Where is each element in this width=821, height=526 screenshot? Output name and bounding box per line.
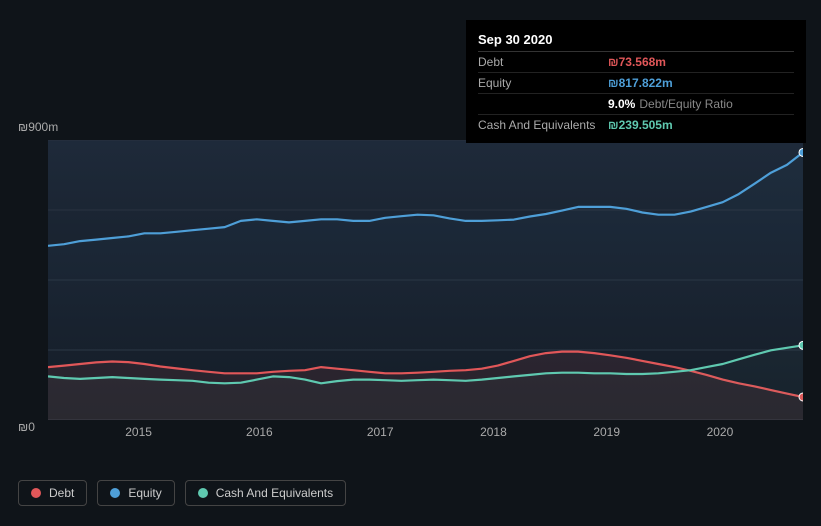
legend-label: Debt <box>49 486 74 500</box>
tooltip-value: 9.0%Debt/Equity Ratio <box>608 97 733 111</box>
y-axis-max-label: ₪900m <box>18 120 58 134</box>
tooltip-date: Sep 30 2020 <box>478 28 794 52</box>
x-axis-tick: 2020 <box>707 425 734 439</box>
tooltip-row: 9.0%Debt/Equity Ratio <box>478 94 794 115</box>
x-axis: 2015 2016 2017 2018 2019 2020 <box>48 425 803 445</box>
chart-legend: Debt Equity Cash And Equivalents <box>18 480 346 506</box>
chart-container: ₪900m ₪0 2015 2016 2017 2018 2019 2020 <box>18 120 803 450</box>
legend-item-debt[interactable]: Debt <box>18 480 87 506</box>
tooltip-sublabel: Debt/Equity Ratio <box>639 97 732 111</box>
legend-dot-icon <box>110 488 120 498</box>
legend-label: Cash And Equivalents <box>216 486 333 500</box>
legend-dot-icon <box>198 488 208 498</box>
x-axis-tick: 2019 <box>593 425 620 439</box>
legend-item-equity[interactable]: Equity <box>97 480 174 506</box>
chart-plot-area[interactable] <box>48 140 803 420</box>
tooltip-row: Debt₪73.568m <box>478 52 794 73</box>
tooltip-label: Cash And Equivalents <box>478 118 608 132</box>
legend-item-cash-and-equivalents[interactable]: Cash And Equivalents <box>185 480 346 506</box>
chart-tooltip: Sep 30 2020 Debt₪73.568mEquity₪817.822m9… <box>466 20 806 143</box>
tooltip-row: Cash And Equivalents₪239.505m <box>478 115 794 135</box>
x-axis-tick: 2015 <box>125 425 152 439</box>
tooltip-label: Equity <box>478 76 608 90</box>
tooltip-label: Debt <box>478 55 608 69</box>
legend-label: Equity <box>128 486 161 500</box>
x-axis-tick: 2017 <box>367 425 394 439</box>
legend-dot-icon <box>31 488 41 498</box>
tooltip-value: ₪239.505m <box>608 118 673 132</box>
x-axis-tick: 2016 <box>246 425 273 439</box>
tooltip-value: ₪817.822m <box>608 76 673 90</box>
y-axis-min-label: ₪0 <box>18 420 35 434</box>
tooltip-value: ₪73.568m <box>608 55 666 69</box>
x-axis-tick: 2018 <box>480 425 507 439</box>
tooltip-label <box>478 97 608 111</box>
tooltip-row: Equity₪817.822m <box>478 73 794 94</box>
